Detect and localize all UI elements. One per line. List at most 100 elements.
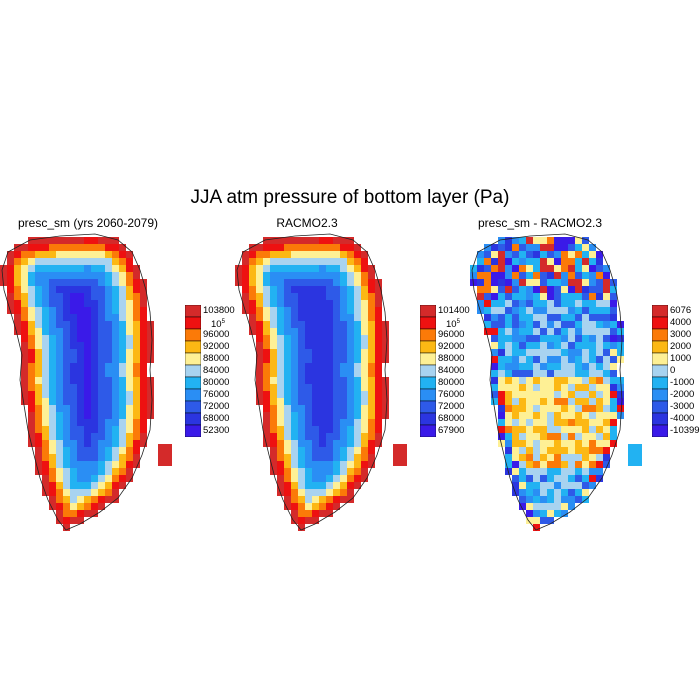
colorbar-swatch: [184, 340, 202, 354]
map-cell: [340, 349, 347, 356]
map-cell: [305, 419, 312, 426]
colorbar-label: 84000: [438, 365, 465, 376]
map-cell: [305, 489, 312, 496]
colorbar-swatch: [184, 304, 202, 318]
map-cell: [119, 328, 126, 335]
map-cell: [270, 307, 277, 314]
map-cell: [284, 496, 291, 503]
map-cell: [105, 328, 112, 335]
map-cell: [133, 286, 140, 293]
map-cell: [298, 251, 305, 258]
map-cell: [56, 314, 63, 321]
map-cell: [547, 314, 554, 321]
map-cell: [547, 405, 554, 412]
map-cell: [354, 321, 361, 328]
map-cell: [498, 419, 505, 426]
map-cell: [105, 440, 112, 447]
map-cell: [333, 384, 340, 391]
map-cell: [284, 265, 291, 272]
map-cell: [491, 349, 498, 356]
map-cell: [526, 265, 533, 272]
map-cell: [519, 440, 526, 447]
map-cell: [491, 391, 498, 398]
map-cell: [49, 349, 56, 356]
map-cell: [319, 244, 326, 251]
map-cell: [91, 398, 98, 405]
map-cell: [540, 384, 547, 391]
map-cell: [119, 279, 126, 286]
map-cell: [140, 356, 147, 363]
map-cell: [312, 475, 319, 482]
map-cell: [140, 349, 147, 356]
map-cell: [291, 489, 298, 496]
map-cell: [361, 405, 368, 412]
map-cell: [77, 412, 84, 419]
map-cell: [561, 251, 568, 258]
map-cell: [505, 314, 512, 321]
map-cell: [326, 328, 333, 335]
map-cell: [42, 321, 49, 328]
map-cell: [519, 461, 526, 468]
map-cell: [298, 244, 305, 251]
map-cell: [56, 251, 63, 258]
map-cell: [491, 314, 498, 321]
map-cell: [119, 349, 126, 356]
map-cell: [42, 433, 49, 440]
map-cell: [519, 244, 526, 251]
map-cell: [284, 489, 291, 496]
map-cell: [603, 370, 610, 377]
map-cell: [498, 328, 505, 335]
map-cell: [126, 419, 133, 426]
map-cell: [484, 251, 491, 258]
map-cell: [35, 300, 42, 307]
map-cell: [49, 461, 56, 468]
map-cell: [610, 384, 617, 391]
map-cell: [333, 475, 340, 482]
map-cell: [340, 293, 347, 300]
map-cell: [21, 363, 28, 370]
map-cell: [547, 286, 554, 293]
map-cell: [484, 265, 491, 272]
map-cell: [533, 468, 540, 475]
map-cell: [98, 447, 105, 454]
map-cell: [375, 342, 382, 349]
map-diff: [470, 233, 642, 531]
map-cell: [603, 307, 610, 314]
map-cell: [305, 377, 312, 384]
map-cell: [610, 307, 617, 314]
map-cell: [375, 300, 382, 307]
map-cell: [596, 384, 603, 391]
map-cell: [540, 244, 547, 251]
map-cell: [610, 286, 617, 293]
map-cell: [105, 279, 112, 286]
map-cell: [84, 510, 91, 517]
map-cell: [491, 293, 498, 300]
map-cell: [617, 384, 624, 391]
map-cell: [7, 251, 14, 258]
colorbar-swatch: [651, 316, 669, 330]
map-cell: [277, 335, 284, 342]
map-cell: [14, 307, 21, 314]
map-cell: [512, 377, 519, 384]
map-cell: [119, 356, 126, 363]
map-cell: [610, 314, 617, 321]
map-cell: [526, 447, 533, 454]
map-cell: [305, 405, 312, 412]
map-cell: [540, 272, 547, 279]
map-cell: [575, 356, 582, 363]
map-cell: [284, 503, 291, 510]
map-cell: [21, 398, 28, 405]
map-cell: [610, 335, 617, 342]
map-cell: [582, 293, 589, 300]
colorbar-label: 88000: [438, 353, 465, 364]
map-cell: [533, 307, 540, 314]
map-cell: [91, 244, 98, 251]
map-cell: [596, 363, 603, 370]
colorbar-swatch: [419, 412, 437, 426]
map-cell: [333, 244, 340, 251]
map-cell: [568, 349, 575, 356]
map-cell: [533, 433, 540, 440]
map-cell: [326, 398, 333, 405]
map-cell: [63, 447, 70, 454]
map-cell: [14, 279, 21, 286]
